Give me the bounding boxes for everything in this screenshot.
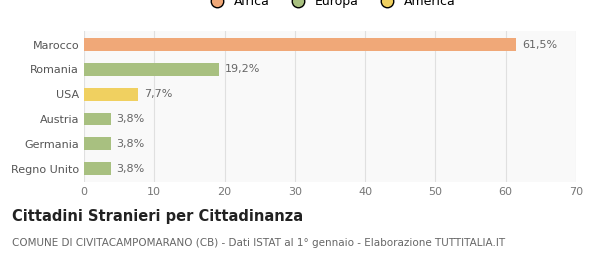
Bar (84, 113, 111, 126)
Text: 3,8%: 3,8% (116, 164, 145, 174)
Bar (84, 88, 138, 101)
Bar (84, 137, 111, 150)
Text: 7,7%: 7,7% (144, 89, 172, 99)
Text: COMUNE DI CIVITACAMPOMARANO (CB) - Dati ISTAT al 1° gennaio - Elaborazione TUTTI: COMUNE DI CIVITACAMPOMARANO (CB) - Dati … (12, 238, 505, 248)
Text: 19,2%: 19,2% (224, 64, 260, 74)
Text: Cittadini Stranieri per Cittadinanza: Cittadini Stranieri per Cittadinanza (12, 209, 303, 224)
Bar (84, 162, 111, 175)
Bar (84, 38, 516, 51)
Text: 61,5%: 61,5% (522, 40, 557, 49)
Legend: Africa, Europa, America: Africa, Europa, America (199, 0, 461, 13)
Bar (84, 63, 219, 76)
Text: 3,8%: 3,8% (116, 114, 145, 124)
Text: 3,8%: 3,8% (116, 139, 145, 149)
